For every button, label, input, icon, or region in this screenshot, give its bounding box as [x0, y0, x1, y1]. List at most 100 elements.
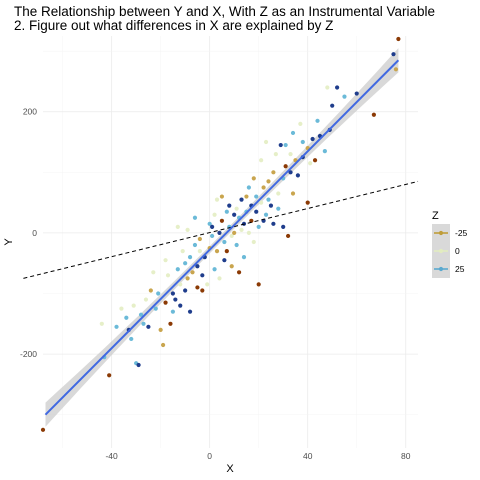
data-point: [308, 161, 313, 166]
data-point: [170, 309, 176, 314]
data-point: [197, 248, 202, 254]
data-point: [268, 203, 274, 208]
data-point: [207, 221, 212, 226]
data-point: [131, 303, 136, 308]
data-point: [285, 233, 291, 239]
data-point: [187, 309, 193, 314]
data-point: [212, 267, 217, 272]
data-point: [239, 197, 244, 202]
data-point: [124, 315, 129, 320]
data-point: [180, 248, 185, 254]
data-point: [153, 306, 158, 311]
data-point: [197, 236, 202, 242]
data-point: [312, 158, 318, 163]
data-point: [249, 218, 254, 223]
data-point: [185, 227, 190, 232]
data-point: [217, 230, 222, 236]
data-point: [335, 85, 340, 90]
data-point: [192, 242, 198, 248]
data-point: [195, 285, 200, 290]
data-point: [173, 297, 178, 302]
data-point: [263, 212, 269, 217]
data-point: [227, 203, 232, 208]
data-point: [143, 297, 149, 302]
data-point: [251, 176, 256, 181]
data-point: [217, 276, 222, 281]
data-point: [138, 312, 144, 317]
data-point: [295, 173, 301, 178]
data-point: [178, 282, 183, 287]
data-point: [251, 239, 256, 245]
data-point: [244, 194, 249, 199]
legend: Z -25 0 25: [432, 210, 468, 278]
data-point: [200, 273, 205, 278]
tick-labels: -40 0 40 80 -200 0 200: [20, 107, 411, 461]
data-point: [107, 373, 112, 378]
y-tick-label: 0: [32, 228, 37, 238]
data-point: [288, 152, 293, 157]
data-point: [190, 270, 195, 275]
data-point: [271, 221, 276, 226]
data-point: [114, 324, 119, 329]
legend-label: -25: [455, 228, 468, 238]
data-point: [261, 185, 266, 190]
data-point: [246, 185, 251, 190]
data-point: [136, 362, 141, 368]
data-point: [156, 291, 161, 296]
dashed-reference-line: [23, 180, 419, 279]
data-point: [151, 270, 156, 275]
data-point: [298, 121, 303, 126]
data-point: [290, 191, 296, 196]
data-point: [281, 224, 286, 229]
data-point: [254, 194, 259, 199]
data-point: [214, 248, 220, 254]
data-point: [283, 164, 288, 169]
chart-title-line2: 2. Figure out what differences in X are …: [14, 18, 333, 33]
data-point: [330, 103, 335, 108]
data-point: [342, 94, 347, 99]
data-point: [183, 261, 188, 266]
legend-key-point: [438, 248, 444, 254]
data-point: [210, 233, 215, 239]
data-points: [40, 36, 401, 432]
data-point: [266, 179, 271, 184]
data-point: [195, 264, 200, 269]
data-point: [129, 336, 134, 342]
data-point: [170, 291, 176, 296]
data-point: [224, 248, 229, 254]
data-point: [185, 276, 190, 281]
data-point: [259, 200, 264, 205]
x-tick-label: 0: [207, 451, 212, 461]
data-point: [322, 149, 327, 154]
data-point: [276, 191, 281, 196]
data-point: [315, 118, 320, 123]
data-point: [393, 67, 399, 72]
data-point: [239, 227, 244, 232]
data-point: [141, 321, 146, 326]
data-point: [210, 224, 215, 229]
y-tick-label: 200: [23, 107, 37, 117]
data-point: [175, 224, 180, 229]
y-tick-label: -200: [20, 349, 37, 359]
data-point: [246, 230, 251, 236]
data-point: [256, 224, 261, 229]
data-point: [163, 258, 168, 263]
data-point: [263, 139, 269, 145]
data-point: [288, 170, 293, 175]
data-point: [325, 85, 330, 90]
legend-key-point: [438, 230, 444, 236]
legend-label: 25: [455, 264, 465, 274]
data-point: [290, 130, 296, 136]
data-point: [192, 215, 198, 220]
data-point: [183, 288, 188, 293]
data-point: [271, 170, 276, 175]
data-point: [224, 209, 229, 214]
x-tick-label: 80: [401, 451, 411, 461]
data-point: [222, 239, 227, 245]
chart-title-line1: The Relationship between Y and X, With Z…: [14, 4, 435, 19]
data-point: [214, 197, 220, 202]
data-point: [119, 306, 124, 311]
data-point: [163, 300, 168, 305]
y-axis-label: Y: [3, 238, 15, 246]
